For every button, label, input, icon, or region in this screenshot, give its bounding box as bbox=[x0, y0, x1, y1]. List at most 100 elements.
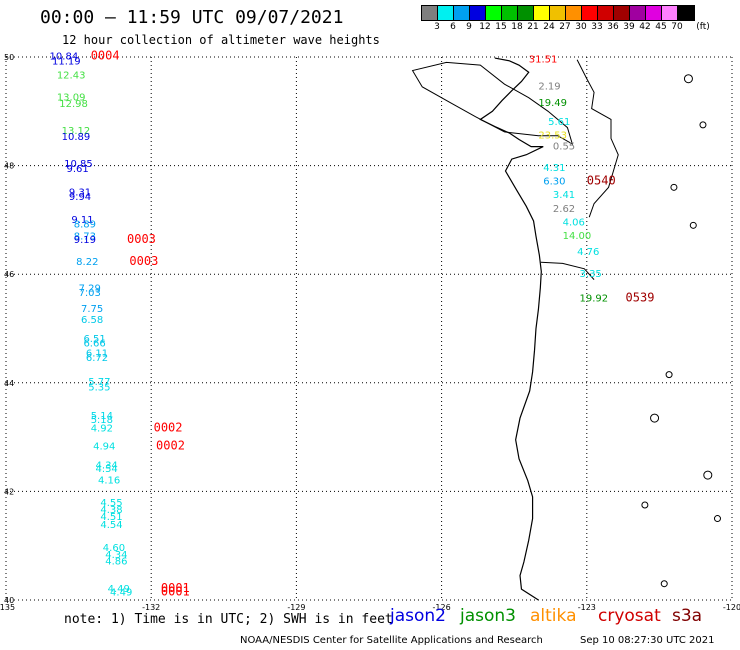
swh-value-label: 6.72 bbox=[86, 353, 108, 364]
swh-value-label: 7.29 bbox=[79, 284, 101, 295]
footer-note: note: 1) Time is in UTC; 2) SWH is in fe… bbox=[64, 612, 393, 627]
swh-value-label: 5.61 bbox=[548, 117, 570, 128]
swh-value-label: 8.89 bbox=[74, 220, 96, 231]
legend-tick-label: 27 bbox=[559, 22, 571, 32]
latitude-label: 46 bbox=[4, 270, 14, 279]
swh-value-label: 4.16 bbox=[98, 475, 120, 486]
swh-value-label: 4.55 bbox=[100, 498, 122, 509]
swh-value-label: 9.31 bbox=[69, 187, 91, 198]
inland-lake-outline bbox=[650, 413, 660, 423]
swh-value-label: 4.49 bbox=[108, 584, 130, 595]
legend-tick-label: 30 bbox=[575, 22, 587, 32]
inland-lake-outline bbox=[670, 183, 678, 191]
legend-tick-label: 42 bbox=[639, 22, 651, 32]
swh-value-label: 23.53 bbox=[538, 130, 567, 141]
latitude-label: 48 bbox=[4, 162, 14, 171]
swh-value-label: 4.54 bbox=[100, 520, 122, 531]
swh-value-label: 31.51 bbox=[529, 54, 558, 65]
swh-value-label: 8.22 bbox=[76, 257, 98, 268]
swh-value-label: 6.30 bbox=[543, 177, 565, 188]
pass-time-label: 0004 bbox=[91, 49, 120, 63]
inland-lake-outline bbox=[713, 515, 721, 523]
legend-swatch bbox=[486, 6, 502, 20]
mission-label-jason3: jason3 bbox=[460, 606, 516, 626]
coastline-path bbox=[479, 57, 544, 601]
legend-tick-label: 21 bbox=[527, 22, 539, 32]
legend-swatch bbox=[598, 6, 614, 20]
graticule bbox=[5, 56, 733, 601]
legend-tick-label: 12 bbox=[479, 22, 491, 32]
legend-swatch bbox=[662, 6, 678, 20]
pass-time-label: 0002 bbox=[154, 421, 183, 435]
legend-swatch bbox=[422, 6, 438, 20]
inland-lake-outline bbox=[683, 74, 693, 84]
swh-value-label: 9.61 bbox=[67, 164, 89, 175]
swh-value-label: 13.12 bbox=[62, 126, 91, 137]
legend-tick-label: 70 bbox=[671, 22, 683, 32]
swh-value-label: 9.94 bbox=[69, 192, 91, 203]
swh-value-label: 4.34 bbox=[96, 461, 118, 472]
longitude-axis: -135 -132 -129 -126 -123 -120 bbox=[0, 603, 740, 612]
legend-tick-label: 36 bbox=[607, 22, 619, 32]
legend-tick-label: 6 bbox=[450, 22, 456, 32]
legend-tick-label: 3 bbox=[434, 22, 440, 32]
legend-labels: 3 6 9 12 15 18 21 24 27 30 33 36 39 42 45 70 (ft) bbox=[421, 21, 710, 35]
swh-value-label: 2.19 bbox=[538, 82, 560, 93]
legend-tick-label: 15 bbox=[495, 22, 507, 32]
inland-lake-outline bbox=[699, 121, 707, 129]
swh-value-label: 4.54 bbox=[96, 464, 118, 475]
legend-tick-label: 45 bbox=[655, 22, 667, 32]
mission-label-cryosat: cryosat bbox=[598, 606, 661, 626]
swh-value-label: 4.38 bbox=[100, 505, 122, 516]
swh-value-label: 5.77 bbox=[88, 377, 110, 388]
legend-color-scale bbox=[421, 5, 695, 21]
legend-swatch bbox=[582, 6, 598, 20]
swh-value-label: 10.89 bbox=[62, 132, 91, 143]
swh-value-label: 13.09 bbox=[57, 92, 86, 103]
latitude-label: 50 bbox=[4, 53, 14, 62]
inland-lake-outline bbox=[689, 221, 697, 229]
legend-tick-label: 33 bbox=[591, 22, 603, 32]
page-subtitle: 12 hour collection of altimeter wave hei… bbox=[62, 33, 380, 47]
legend-swatch bbox=[646, 6, 662, 20]
longitude-label: -123 bbox=[578, 603, 596, 612]
longitude-label: -126 bbox=[433, 603, 451, 612]
swh-value-label: 14.00 bbox=[563, 231, 592, 242]
legend-tick-label: 24 bbox=[543, 22, 555, 32]
legend-swatch bbox=[438, 6, 454, 20]
swh-value-label: 4.86 bbox=[105, 557, 127, 568]
pass-time-label: 0001 bbox=[161, 581, 190, 595]
legend-swatch bbox=[534, 6, 550, 20]
legend-swatch bbox=[614, 6, 630, 20]
swh-value-label: 6.11 bbox=[86, 349, 108, 360]
wave-height-legend: 3 6 9 12 15 18 21 24 27 30 33 36 39 42 45 70 (ft) bbox=[421, 5, 710, 35]
swh-value-label: 8.73 bbox=[74, 231, 96, 242]
legend-swatch bbox=[470, 6, 486, 20]
swh-value-label: 4.92 bbox=[91, 424, 113, 435]
latitude-axis: 50 48 46 44 42 40 bbox=[4, 53, 14, 605]
swh-value-label: 6.58 bbox=[81, 315, 103, 326]
swh-value-label: 9.11 bbox=[71, 215, 93, 226]
swh-value-label: 4.94 bbox=[93, 442, 115, 453]
swh-value-label: 4.49 bbox=[110, 588, 132, 599]
coastline bbox=[411, 57, 721, 601]
inland-lake-outline bbox=[665, 371, 673, 379]
legend-swatch bbox=[630, 6, 646, 20]
swh-value-label: 19.49 bbox=[538, 98, 567, 109]
swh-value-label: 12.98 bbox=[59, 99, 88, 110]
mission-label-s3a: s3a bbox=[672, 606, 703, 626]
swh-value-label: 5.18 bbox=[91, 415, 113, 426]
legend-swatch bbox=[566, 6, 582, 20]
inland-lake-outline bbox=[641, 501, 649, 509]
swh-value-label: 4.76 bbox=[577, 247, 599, 258]
legend-tick-label: 18 bbox=[511, 22, 523, 32]
legend-tick-label: 9 bbox=[466, 22, 472, 32]
swh-value-label: 4.34 bbox=[105, 550, 127, 561]
pass-time-label: 0001 bbox=[161, 585, 190, 599]
latitude-label: 44 bbox=[4, 379, 14, 388]
inland-lake-outline bbox=[703, 470, 713, 480]
swh-value-label: 7.03 bbox=[79, 288, 101, 299]
mission-label-altika: altika bbox=[530, 606, 577, 626]
